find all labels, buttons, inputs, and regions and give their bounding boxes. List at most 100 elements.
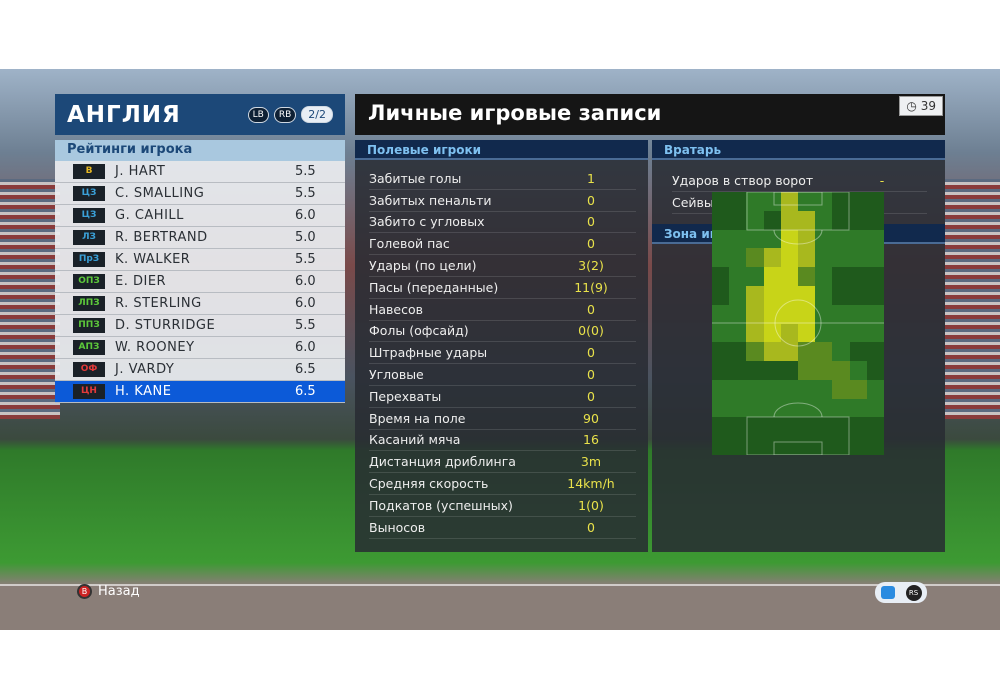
heatmap-cell (866, 192, 884, 211)
player-name: K. WALKER (115, 252, 191, 267)
heatmap-cell (746, 248, 764, 268)
player-row[interactable]: ППЗ D. STURRIDGE 5.5 (55, 315, 345, 337)
stat-row: Навесов 0 (369, 299, 636, 321)
stat-row: Фолы (офсайд) 0(0) (369, 321, 636, 343)
stat-label: Касаний мяча (369, 432, 461, 448)
heatmap-cell (866, 229, 884, 249)
heatmap-cell (746, 361, 764, 380)
player-rating: 6.5 (295, 362, 316, 377)
heatmap-cell (729, 192, 747, 211)
player-row[interactable]: ОФ J. VARDY 6.5 (55, 359, 345, 381)
heatmap-cell (780, 436, 798, 455)
heatmap-cell (780, 210, 798, 230)
heatmap-cell (763, 248, 781, 268)
heatmap-cell (729, 210, 747, 230)
position-badge: АПЗ (73, 340, 105, 355)
heatmap-cell (849, 417, 867, 437)
heatmap-cell (815, 342, 833, 362)
heatmap-cell (712, 248, 730, 268)
field-players-header: Полевые игроки (355, 140, 648, 160)
player-row[interactable]: В J. HART 5.5 (55, 161, 345, 183)
goalkeeper-section: Вратарь Ударов в створ ворот-Сейвы- Зона… (652, 140, 945, 552)
player-rating: 5.5 (295, 318, 316, 333)
heatmap-cell (729, 379, 747, 399)
player-row[interactable]: ЦН H. KANE 6.5 (55, 381, 345, 403)
stat-row: Перехваты 0 (369, 386, 636, 408)
stat-label: Штрафные удары (369, 345, 488, 361)
rb-button[interactable]: RB (273, 106, 297, 123)
heatmap-cell (780, 398, 798, 418)
stat-label: Навесов (369, 301, 424, 317)
heatmap-cell (815, 417, 833, 437)
heatmap-cell (780, 323, 798, 343)
stat-label: Перехваты (369, 388, 442, 404)
heatmap-cell (832, 436, 850, 455)
heatmap-cell (712, 417, 730, 437)
b-button-icon: B (77, 584, 92, 599)
stat-row: Забито с угловых 0 (369, 212, 636, 234)
heatmap-cell (780, 229, 798, 249)
heatmap-cell (866, 342, 884, 362)
stat-row: Голевой пас 0 (369, 233, 636, 256)
heatmap-cell (849, 323, 867, 343)
heatmap-cell (729, 248, 747, 268)
player-name: E. DIER (115, 274, 167, 289)
heatmap-cell (866, 379, 884, 399)
heatmap-cell (798, 285, 816, 305)
heatmap-cell (866, 285, 884, 305)
player-row[interactable]: ПрЗ K. WALKER 5.5 (55, 249, 345, 271)
heatmap-cell (729, 342, 747, 362)
rs-button-icon[interactable]: RS (905, 584, 922, 601)
player-row[interactable]: ЛЗ R. BERTRAND 5.0 (55, 227, 345, 249)
heatmap-cell (798, 361, 816, 380)
position-badge: В (73, 164, 105, 179)
player-name: J. HART (115, 164, 166, 179)
heatmap-cell (712, 304, 730, 324)
heatmap-cell (712, 229, 730, 249)
player-row[interactable]: ЦЗ G. CAHILL 6.0 (55, 205, 345, 227)
heatmap-cell (815, 361, 833, 380)
heatmap-cell (763, 285, 781, 305)
heatmap-cell (729, 267, 747, 286)
player-row[interactable]: ЛПЗ R. STERLING 6.0 (55, 293, 345, 315)
player-list: В J. HART 5.5 ЦЗ C. SMALLING 5.5 ЦЗ G. CAHILL 6.… (55, 161, 345, 403)
back-button[interactable]: B Назад (77, 584, 140, 599)
heatmap-cell (866, 210, 884, 230)
position-badge: ЛПЗ (73, 296, 105, 311)
stat-value: 3(2) (578, 258, 604, 274)
heatmap-cell (763, 210, 781, 230)
controls-hint[interactable]: RS (875, 582, 927, 603)
stat-row: Подкатов (успешных) 1(0) (369, 495, 636, 517)
heatmap-cell (746, 436, 764, 455)
heatmap (712, 192, 884, 455)
heatmap-cell (849, 210, 867, 230)
chat-icon[interactable] (880, 586, 895, 599)
heatmap-cell (763, 436, 781, 455)
heatmap-cell (798, 398, 816, 418)
heatmap-cell (712, 342, 730, 362)
heatmap-cell (712, 323, 730, 343)
stat-value: 0 (587, 519, 595, 535)
position-badge: ЦЗ (73, 208, 105, 223)
player-name: C. SMALLING (115, 186, 205, 201)
player-row[interactable]: ЦЗ C. SMALLING 5.5 (55, 183, 345, 205)
heatmap-cell (815, 229, 833, 249)
heatmap-cell (849, 342, 867, 362)
lb-button[interactable]: LB (247, 106, 269, 123)
heatmap-cell (712, 361, 730, 380)
position-badge: ЦЗ (73, 186, 105, 201)
heatmap-cell (832, 267, 850, 286)
heatmap-cell (746, 267, 764, 286)
heatmap-cell (712, 267, 730, 286)
heatmap-cell (849, 361, 867, 380)
heatmap-cell (746, 398, 764, 418)
heatmap-cell (849, 436, 867, 455)
heatmap-cell (746, 323, 764, 343)
heatmap-cell (815, 304, 833, 324)
heatmap-cell (780, 417, 798, 437)
player-row[interactable]: АПЗ W. ROONEY 6.0 (55, 337, 345, 359)
heatmap-cell (798, 323, 816, 343)
stat-value: 1(0) (578, 497, 604, 513)
player-row[interactable]: ОПЗ E. DIER 6.0 (55, 271, 345, 293)
stat-label: Фолы (офсайд) (369, 323, 469, 339)
